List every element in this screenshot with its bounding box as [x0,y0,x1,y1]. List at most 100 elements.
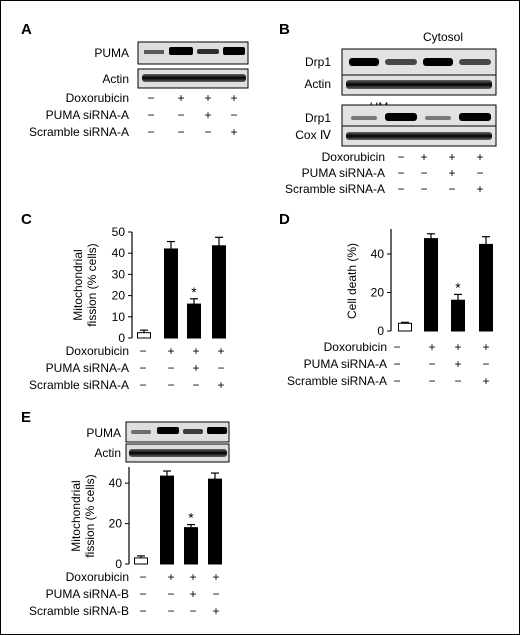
y-tick-label: 50 [112,225,126,239]
bar [164,248,178,339]
condition-sign: + [448,150,455,164]
condition-sign: − [393,357,400,371]
y-tick-label: 0 [377,324,384,338]
condition-sign: − [393,340,400,354]
y-tick-label: 20 [371,286,385,300]
condition-sign: − [397,150,404,164]
condition-sign: − [139,570,146,584]
band [142,74,246,82]
band [385,59,417,65]
band [169,47,193,55]
condition-sign: − [147,108,154,122]
panel-label-b: B [279,21,290,38]
blot-label-actin-e: Actin [94,446,121,460]
panel-label-e: E [21,409,31,426]
band [346,80,492,89]
condition-sign: − [420,182,427,196]
condition-sign: + [189,587,196,601]
blot-label-drp1-cytosol: Drp1 [305,55,331,69]
condition-sign: − [147,125,154,139]
y-axis-label: Mitochondrialfission (% cells) [69,474,97,557]
band [385,113,417,121]
condition-sign: + [167,344,174,358]
bar [479,243,493,332]
condition-sign: − [482,357,489,371]
significance-star: * [188,510,194,526]
band [157,427,179,434]
condition-label: Doxorubicin [66,344,129,358]
blot-label-puma: PUMA [94,46,129,60]
bar [160,475,174,565]
condition-sign: − [167,587,174,601]
bar [134,557,148,565]
band [207,427,227,434]
condition-label: Doxorubicin [66,91,129,105]
band [459,59,491,65]
condition-sign: + [454,357,461,371]
condition-sign: + [217,378,224,392]
panel-b-conditions: Doxorubicin − + + +PUMA siRNA-A − − + −Scramble … [285,150,484,196]
condition-sign: − [139,344,146,358]
band [351,116,377,120]
band [129,449,227,457]
condition-label: PUMA siRNA-B [46,587,129,601]
condition-sign: + [420,150,427,164]
condition-sign: − [139,604,146,618]
panel-d-chart: 0 20 40 Cell death (%) * [345,229,493,338]
condition-sign: − [139,361,146,375]
panel-e-conditions: Doxorubicin − + + +PUMA siRNA-B − − + −Scramble … [29,570,220,618]
panel-c-conditions: Doxorubicin − + + +PUMA siRNA-A − − + −Scramble … [29,344,225,392]
significance-star: * [455,279,461,295]
condition-label: Scramble siRNA-B [29,604,129,618]
panel-e-chart: 0 20 40 Mitochondrialfission (% cells) * [69,467,222,571]
blot-label-actin: Actin [102,72,129,86]
condition-sign: − [217,361,224,375]
condition-sign: + [177,91,184,105]
panel-b-blots: Cytosol HM Drp1 Actin Drp1 Cox Ⅳ [295,30,497,147]
band [423,58,453,66]
condition-sign: + [167,570,174,584]
condition-sign: + [204,108,211,122]
bar [398,322,412,332]
blot-label-actin-b: Actin [304,77,331,91]
condition-sign: − [167,604,174,618]
panel-c-chart: 0 10 20 30 40 50 Mitochondrialfission (% cells… [71,225,226,345]
condition-label: PUMA siRNA-A [304,357,387,371]
condition-sign: + [212,604,219,618]
y-tick-label: 30 [112,267,126,281]
condition-label: Doxorubicin [66,570,129,584]
condition-sign: + [189,570,196,584]
condition-sign: + [217,344,224,358]
condition-sign: − [230,108,237,122]
condition-label: PUMA siRNA-A [46,361,129,375]
condition-sign: + [212,570,219,584]
condition-sign: + [482,374,489,388]
band [223,47,245,55]
panel-label-d: D [279,211,290,228]
condition-sign: − [139,378,146,392]
y-tick-label: 20 [112,289,126,303]
condition-sign: − [448,182,455,196]
condition-sign: + [476,150,483,164]
condition-sign: − [192,378,199,392]
condition-sign: − [454,374,461,388]
condition-sign: − [393,374,400,388]
band [459,113,491,121]
bar [424,238,438,332]
condition-sign: − [204,125,211,139]
condition-sign: + [476,182,483,196]
condition-label: PUMA siRNA-A [46,108,129,122]
panel-a-blots: PUMA Actin [94,41,249,89]
band [183,429,203,434]
blot-label-drp1-hm: Drp1 [305,111,331,125]
blot-label-cox4: Cox Ⅳ [295,128,331,142]
band [144,50,164,54]
condition-label: Doxorubicin [324,340,387,354]
condition-sign: − [212,587,219,601]
condition-label: Scramble siRNA-A [285,182,385,196]
y-tick-label: 40 [109,476,123,490]
y-tick-label: 0 [115,557,122,571]
bar [137,332,151,339]
bar [208,478,222,565]
